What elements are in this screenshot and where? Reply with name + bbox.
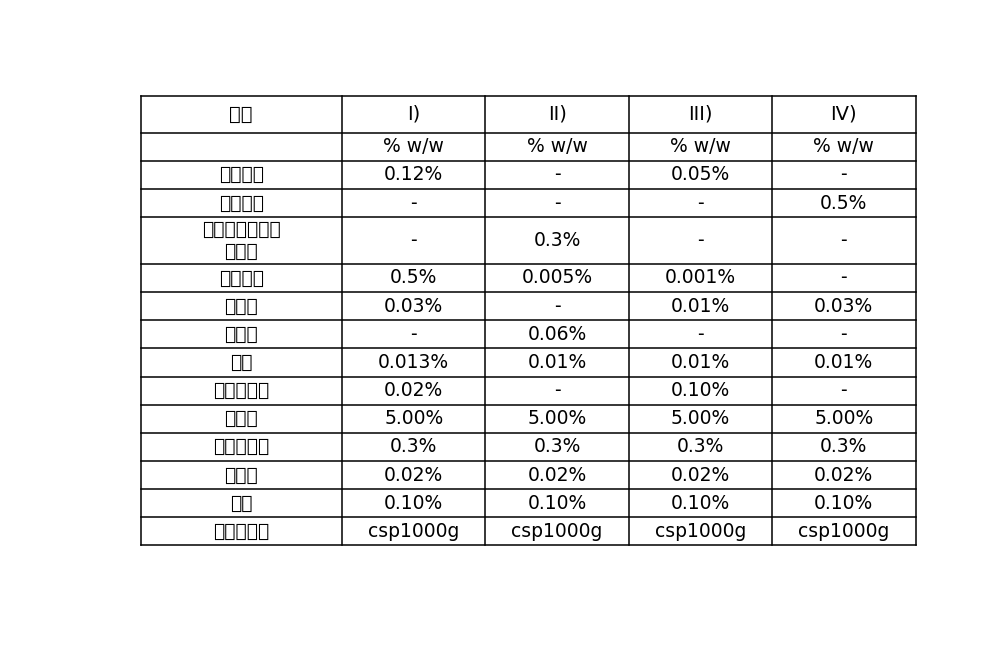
Text: csp1000g: csp1000g [368,522,459,541]
Text: 十六烷基吡啶鎓
氯化物: 十六烷基吡啶鎓 氯化物 [202,220,281,261]
Text: -: - [554,296,560,315]
Text: csp1000g: csp1000g [511,522,603,541]
Text: 甘油: 甘油 [230,494,252,513]
Text: 木糖醇: 木糖醇 [224,409,258,428]
Text: 0.05%: 0.05% [671,165,730,184]
Text: 蔗糖素: 蔗糖素 [224,466,258,485]
Text: 0.3%: 0.3% [533,231,581,250]
Text: 0.10%: 0.10% [671,381,730,400]
Text: 过氧化脲: 过氧化脲 [219,193,264,213]
Text: 0.01%: 0.01% [671,353,730,372]
Text: -: - [697,193,704,213]
Text: 0.005%: 0.005% [522,268,593,287]
Text: 薄荷醇: 薄荷醇 [224,325,258,343]
Text: 0.02%: 0.02% [814,466,873,485]
Text: 0.03%: 0.03% [384,296,443,315]
Text: 成分: 成分 [230,105,253,124]
Text: -: - [410,231,417,250]
Text: I): I) [407,105,420,124]
Text: 5.00%: 5.00% [814,409,873,428]
Text: -: - [840,165,847,184]
Text: 0.3%: 0.3% [677,438,724,456]
Text: 0.02%: 0.02% [671,466,730,485]
Text: -: - [410,193,417,213]
Text: % w/w: % w/w [383,137,444,156]
Text: 0.5%: 0.5% [390,268,437,287]
Text: csp1000g: csp1000g [655,522,746,541]
Text: 0.02%: 0.02% [527,466,587,485]
Text: 樟脑: 樟脑 [230,353,252,372]
Text: 0.001%: 0.001% [665,268,736,287]
Text: -: - [840,231,847,250]
Text: csp1000g: csp1000g [798,522,890,541]
Text: 0.3%: 0.3% [533,438,581,456]
Text: 5.00%: 5.00% [384,409,443,428]
Text: -: - [410,325,417,343]
Text: 0.01%: 0.01% [527,353,587,372]
Text: 0.5%: 0.5% [820,193,868,213]
Text: % w/w: % w/w [670,137,731,156]
Text: -: - [697,231,704,250]
Text: 0.3%: 0.3% [390,438,437,456]
Text: 0.01%: 0.01% [671,296,730,315]
Text: 0.02%: 0.02% [384,466,443,485]
Text: 0.10%: 0.10% [527,494,587,513]
Text: 丁香酚: 丁香酚 [224,296,258,315]
Text: 0.013%: 0.013% [378,353,449,372]
Text: 去矿物质水: 去矿物质水 [213,522,269,541]
Text: 0.10%: 0.10% [671,494,730,513]
Text: -: - [840,381,847,400]
Text: -: - [840,325,847,343]
Text: 0.02%: 0.02% [384,381,443,400]
Text: 对氯苯酚: 对氯苯酚 [219,268,264,287]
Text: -: - [554,193,560,213]
Text: 5.00%: 5.00% [671,409,730,428]
Text: 0.01%: 0.01% [814,353,873,372]
Text: 5.00%: 5.00% [527,409,587,428]
Text: 0.10%: 0.10% [814,494,873,513]
Text: 0.10%: 0.10% [384,494,443,513]
Text: II): II) [548,105,566,124]
Text: -: - [554,381,560,400]
Text: -: - [697,325,704,343]
Text: 甘菊提取物: 甘菊提取物 [213,381,269,400]
Text: -: - [840,268,847,287]
Text: III): III) [688,105,713,124]
Text: 过氧化氢: 过氧化氢 [219,165,264,184]
Text: IV): IV) [830,105,857,124]
Text: 薄荷调味剂: 薄荷调味剂 [213,438,269,456]
Text: % w/w: % w/w [527,137,588,156]
Text: 0.3%: 0.3% [820,438,868,456]
Text: 0.12%: 0.12% [384,165,443,184]
Text: 0.06%: 0.06% [527,325,587,343]
Text: -: - [554,165,560,184]
Text: % w/w: % w/w [813,137,874,156]
Text: 0.03%: 0.03% [814,296,873,315]
